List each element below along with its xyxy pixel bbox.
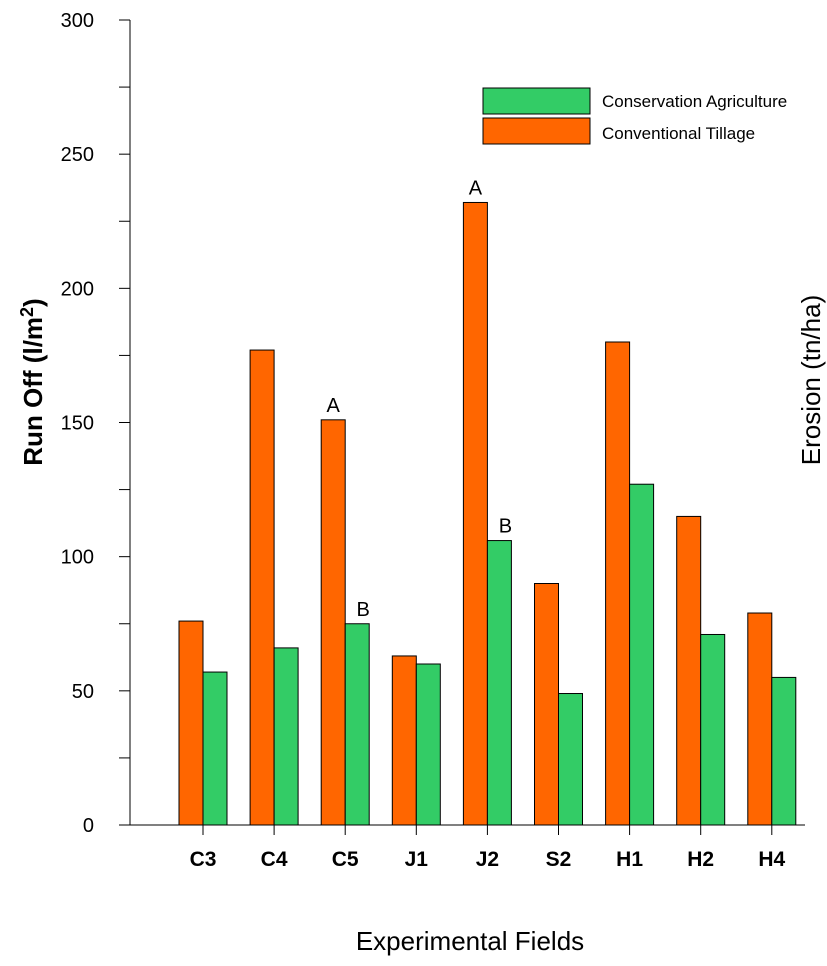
- y-tick-label-50: 50: [72, 681, 94, 703]
- y-tick-label-150: 150: [61, 413, 94, 435]
- x-tick-label-s2: S2: [546, 848, 572, 871]
- y-tick-label-250: 250: [61, 144, 94, 166]
- x-tick-label-c4: C4: [261, 848, 288, 871]
- y-axis-title: Run Off (l/m2): [17, 298, 48, 465]
- bar-conventional-tillage-s2: [534, 583, 559, 826]
- bar-conventional-tillage-h2: [676, 515, 702, 826]
- secondary-y-axis-title: Erosion (tn/ha): [796, 295, 826, 466]
- legend-label-conservation-agriculture: Conservation Agriculture: [602, 92, 787, 111]
- annotation-j2-conventional-tillage: A: [469, 177, 483, 199]
- x-tick-label-h4: H4: [758, 848, 785, 871]
- y-tick-label-200: 200: [61, 278, 94, 300]
- legend-swatch-conservation-agriculture: [482, 87, 591, 115]
- annotation-c5-conventional-tillage: A: [327, 395, 341, 417]
- bar-conservation-agriculture-c4: [273, 647, 299, 826]
- legend-swatch-conventional-tillage: [482, 117, 591, 145]
- annotations-group: A B A B: [327, 177, 513, 620]
- bar-conventional-tillage-c3: [178, 620, 204, 826]
- legend-label-conventional-tillage: Conventional Tillage: [602, 124, 755, 143]
- bar-conservation-agriculture-h2: [700, 633, 726, 826]
- bars-group: [178, 201, 797, 826]
- x-tick-label-j2: J2: [476, 848, 499, 871]
- bar-conventional-tillage-c5: [320, 419, 346, 826]
- x-tick-label-h2: H2: [687, 848, 714, 871]
- bar-conventional-tillage-h1: [605, 341, 631, 826]
- bar-conservation-agriculture-h1: [629, 483, 655, 826]
- y-tick-label-300: 300: [61, 10, 94, 32]
- annotation-c5-conservation-agriculture: B: [357, 599, 370, 621]
- bar-conservation-agriculture-s2: [558, 693, 583, 826]
- legend: Conservation Agriculture Conventional Ti…: [482, 87, 787, 145]
- x-axis-title: Experimental Fields: [356, 926, 584, 956]
- bar-conventional-tillage-j2: [462, 201, 488, 826]
- annotation-j2-conservation-agriculture: B: [499, 516, 512, 538]
- bar-conservation-agriculture-j2: [486, 540, 512, 826]
- bar-conservation-agriculture-c5: [344, 623, 370, 826]
- bar-conventional-tillage-c4: [249, 349, 275, 826]
- bar-conservation-agriculture-c3: [202, 671, 228, 826]
- bar-conventional-tillage-h4: [747, 612, 773, 826]
- y-ticks-group: 0 50 100 150 200 250 300: [61, 10, 130, 837]
- y-tick-label-100: 100: [61, 547, 94, 569]
- bar-conservation-agriculture-j1: [415, 663, 441, 826]
- x-tick-label-h1: H1: [616, 848, 643, 871]
- bar-conservation-agriculture-h4: [771, 676, 797, 826]
- x-tick-label-j1: J1: [405, 848, 429, 871]
- x-tick-label-c3: C3: [190, 848, 217, 871]
- bar-conventional-tillage-j1: [391, 655, 417, 826]
- y-tick-label-0: 0: [83, 815, 94, 837]
- x-tick-label-c5: C5: [332, 848, 359, 871]
- x-tick-labels-group: C3 C4 C5 J1 J2 S2 H1 H2 H4: [190, 825, 786, 871]
